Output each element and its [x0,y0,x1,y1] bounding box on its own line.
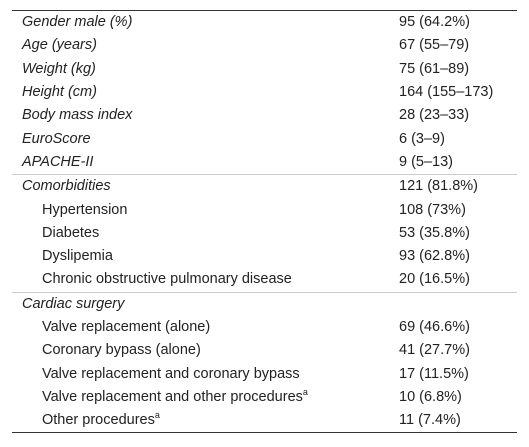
row-value: 108 (73%) [399,201,466,218]
row-label: EuroScore [22,130,91,147]
row-label: Diabetes [42,224,100,241]
table-row-bmi: Body mass index 28 (23–33) [12,104,517,127]
table-row-cardiac-surgery: Cardiac surgery [12,291,517,316]
row-value: 9 (5–13) [399,153,454,170]
row-label: Valve replacement (alone) [42,319,211,335]
row-value: 121 (81.8%) [389,174,517,199]
table-row-age: Age (years) 67 (55–79) [12,34,517,57]
table-row-gender: Gender male (%) 95 (64.2%) [12,11,517,34]
footnote-marker: a [302,387,308,398]
table-row-apache: APACHE-II 9 (5–13) [12,151,517,175]
baseline-characteristics-table: Gender male (%) 95 (64.2%) Age (years) 6… [12,11,517,432]
table-row-hypertension: Hypertension 108 (73%) [12,198,517,221]
table-row-diabetes: Diabetes 53 (35.8%) [12,222,517,245]
row-label: APACHE-II [22,153,94,170]
row-label: Valve replacement and other procedures [42,388,303,405]
row-label: Chronic obstructive pulmonary disease [42,271,292,288]
footnote-marker: a [154,410,160,421]
row-label: Age (years) [22,37,97,54]
table-row-copd: Chronic obstructive pulmonary disease 20… [12,268,517,292]
row-value: 11 (7.4%) [399,412,461,429]
row-label: Dyslipemia [42,248,113,265]
table-row-dyslipemia: Dyslipemia 93 (62.8%) [12,245,517,268]
table-row-valve-replacement: Valve replacement (alone) 69 (46.6%) [12,316,517,339]
row-label: Body mass index [22,107,133,124]
data-table-container: Gender male (%) 95 (64.2%) Age (years) 6… [12,10,517,434]
row-value: 67 (55–79) [399,37,470,54]
row-label-cell: Other proceduresa [12,409,389,432]
row-value: 17 (11.5%) [399,365,469,382]
row-label: Coronary bypass (alone) [42,342,201,359]
table-row-valve-and-bypass: Valve replacement and coronary bypass 17… [12,362,517,385]
row-label: Weight (kg) [22,60,96,77]
row-value: 6 (3–9) [399,130,445,147]
table-row-valve-and-other: Valve replacement and other proceduresa … [12,386,517,409]
row-label: Gender male (%) [22,14,133,31]
table-row-coronary-bypass: Coronary bypass (alone) 41 (27.7%) [12,339,517,362]
row-label: Other procedures [42,412,155,429]
table-row-comorbidities: Comorbidities 121 (81.8%) [12,174,517,199]
row-label: Hypertension [42,201,128,218]
table-row-euroscore: EuroScore 6 (3–9) [12,127,517,150]
row-value: 164 (155–173) [399,84,494,101]
table-row-weight: Weight (kg) 75 (61–89) [12,58,517,81]
row-label: Comorbidities [12,174,389,199]
row-value: 93 (62.8%) [399,248,470,265]
row-label: Height (cm) [22,84,97,101]
table-row-other-procedures: Other proceduresa 11 (7.4%) [12,409,517,432]
row-label: Valve replacement and coronary bypass [42,365,300,382]
row-value: 69 (46.6%) [399,319,470,335]
row-value: 75 (61–89) [399,60,470,77]
table-row-height: Height (cm) 164 (155–173) [12,81,517,104]
row-value: 28 (23–33) [399,107,470,124]
row-value: 20 (16.5%) [399,271,470,288]
row-label-cell: Valve replacement and other proceduresa [12,386,389,409]
row-value: 53 (35.8%) [399,224,470,241]
row-value: 10 (6.8%) [399,388,462,405]
row-label: Cardiac surgery [12,291,389,316]
row-value [389,291,517,316]
row-value: 41 (27.7%) [399,342,470,359]
row-value: 95 (64.2%) [399,14,470,31]
